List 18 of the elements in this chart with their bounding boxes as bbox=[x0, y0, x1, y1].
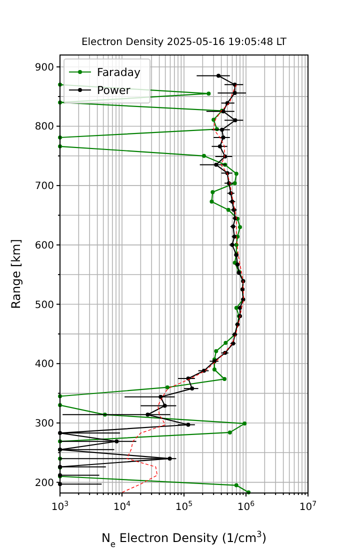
y-tick-label: 600 bbox=[34, 240, 54, 252]
legend-label: Faraday bbox=[97, 66, 142, 79]
x-tick-label: 10$^{5}$ bbox=[175, 500, 193, 513]
x-tick-label: 10$^{4}$ bbox=[113, 500, 132, 513]
y-tick-label: 200 bbox=[34, 478, 54, 489]
y-tick-label: 800 bbox=[34, 122, 54, 133]
y-tick-label: 400 bbox=[34, 359, 54, 370]
x-axis-title: N$_{e}$ Electron Density (1/cm$^{3}$) bbox=[101, 529, 267, 549]
legend-label: Power bbox=[97, 84, 131, 97]
y-axis-title: Range [km] bbox=[9, 239, 23, 309]
y-tick-label: 900 bbox=[34, 62, 54, 74]
y-tick-label: 700 bbox=[34, 181, 54, 192]
y-tick-label: 500 bbox=[34, 300, 54, 311]
x-tick-label: 10$^{6}$ bbox=[237, 500, 256, 513]
x-tick-label: 10$^{3}$ bbox=[51, 500, 69, 513]
chart-title: Electron Density 2025-05-16 19:05:48 LT bbox=[81, 37, 288, 48]
y-tick-label: 300 bbox=[34, 418, 54, 430]
x-tick-label: 10$^{7}$ bbox=[299, 500, 317, 513]
